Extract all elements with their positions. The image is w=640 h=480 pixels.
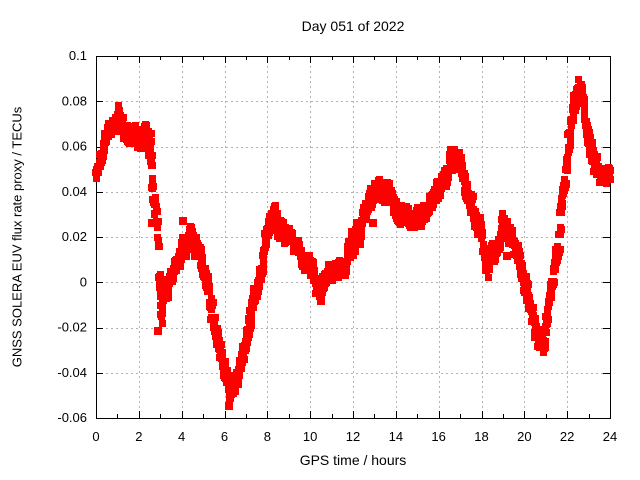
svg-text:22: 22: [560, 429, 574, 444]
svg-text:-0.04: -0.04: [57, 365, 87, 380]
svg-text:10: 10: [303, 429, 317, 444]
svg-text:0.1: 0.1: [69, 48, 87, 63]
svg-text:24: 24: [603, 429, 617, 444]
svg-text:18: 18: [474, 429, 488, 444]
svg-text:0.08: 0.08: [62, 93, 87, 108]
svg-text:12: 12: [346, 429, 360, 444]
svg-text:0: 0: [80, 274, 87, 289]
svg-text:0.06: 0.06: [62, 139, 87, 154]
svg-text:4: 4: [178, 429, 185, 444]
svg-text:14: 14: [389, 429, 403, 444]
svg-text:-0.02: -0.02: [57, 320, 87, 335]
outlier-points: [148, 217, 511, 410]
svg-text:2: 2: [135, 429, 142, 444]
x-axis-label: GPS time / hours: [299, 452, 407, 468]
plot-border: [96, 56, 611, 419]
data-points: [92, 76, 614, 404]
svg-text:20: 20: [517, 429, 531, 444]
svg-text:16: 16: [431, 429, 445, 444]
svg-text:0.04: 0.04: [62, 184, 87, 199]
svg-text:6: 6: [221, 429, 228, 444]
svg-text:0: 0: [92, 429, 99, 444]
svg-text:0.02: 0.02: [62, 229, 87, 244]
svg-text:8: 8: [264, 429, 271, 444]
chart-title: Day 051 of 2022: [301, 18, 405, 34]
tick-labels: 0.10.080.060.040.020-0.02-0.04-0.060 2 4 6 8…: [57, 48, 617, 444]
svg-text:-0.06: -0.06: [57, 410, 87, 425]
